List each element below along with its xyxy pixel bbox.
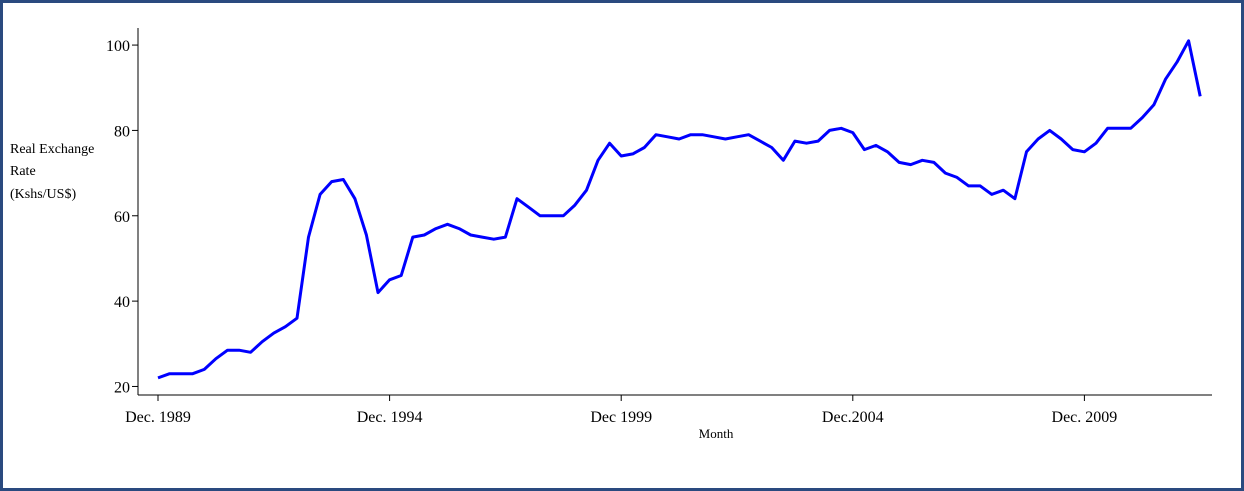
x-tick-label: Dec. 1989: [125, 409, 191, 426]
x-tick-label: Dec.2004: [822, 409, 884, 426]
y-axis-label: Real Exchange: [10, 142, 94, 157]
data-line: [157, 39, 1202, 380]
x-tick-label: Dec 1999: [590, 409, 652, 426]
y-tick-label: 20: [114, 379, 130, 396]
x-tick-label: Dec. 1994: [357, 409, 423, 426]
y-axis-label: (Kshs/US$): [10, 187, 76, 202]
x-axis-label: Month: [699, 426, 734, 441]
y-tick-label: 80: [114, 123, 130, 140]
x-tick-label: Dec. 2009: [1052, 409, 1118, 426]
y-axis-label: Rate: [10, 164, 36, 179]
y-tick-label: 40: [114, 294, 130, 311]
y-tick-label: 100: [106, 38, 130, 55]
y-tick-label: 60: [114, 209, 130, 226]
